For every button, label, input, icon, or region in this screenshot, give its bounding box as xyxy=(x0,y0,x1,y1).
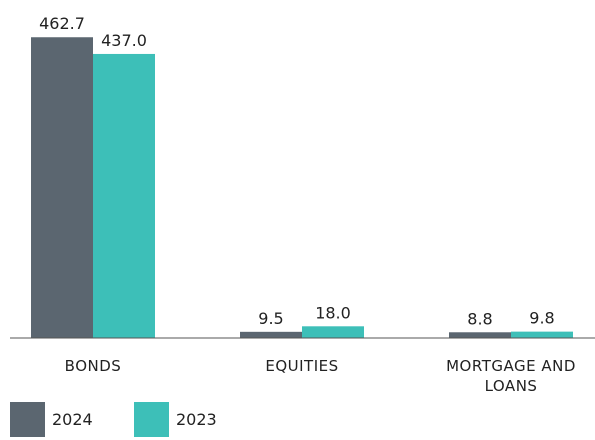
bar xyxy=(240,331,302,338)
x-tick-label: MORTGAGE AND LOANS xyxy=(446,357,576,395)
bar xyxy=(449,332,511,338)
bar xyxy=(511,331,573,338)
value-label: 8.8 xyxy=(467,309,492,328)
bar xyxy=(31,37,93,339)
legend-label: 2024 xyxy=(52,410,93,429)
legend-swatch xyxy=(134,402,169,437)
x-tick-label: EQUITIES xyxy=(265,357,339,375)
bar xyxy=(302,326,364,338)
value-label: 437.0 xyxy=(101,31,147,50)
x-tick-label: BONDS xyxy=(64,357,122,375)
value-label: 18.0 xyxy=(315,303,351,322)
bar xyxy=(93,53,155,338)
legend-swatch xyxy=(10,402,45,437)
value-label: 462.7 xyxy=(39,14,85,33)
value-label: 9.8 xyxy=(529,309,554,328)
legend-label: 2023 xyxy=(176,410,217,429)
value-label: 9.5 xyxy=(258,309,283,328)
